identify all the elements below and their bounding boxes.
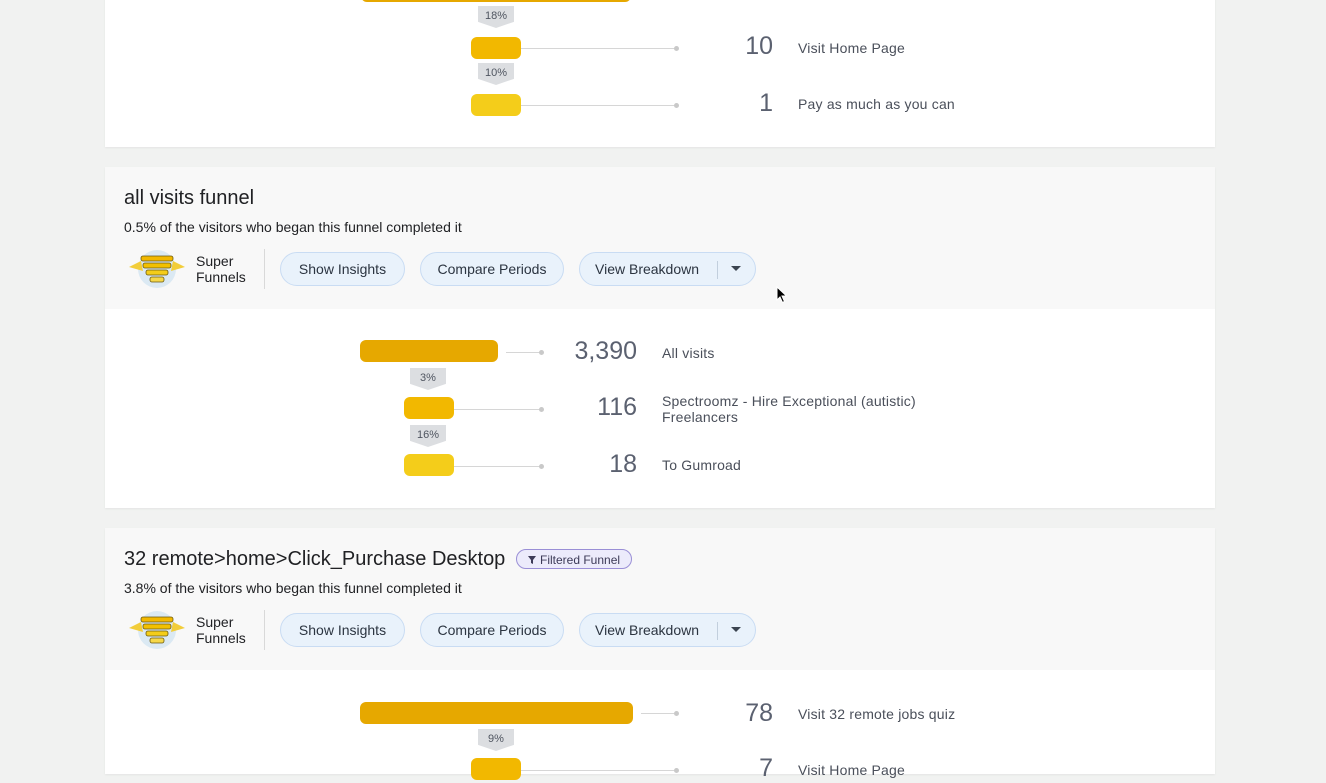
connector-dot <box>539 464 544 469</box>
brand-name: Super Funnels <box>196 253 246 285</box>
brand-line: Funnels <box>196 269 246 285</box>
connector-dot <box>674 768 679 773</box>
funnel-card: all visits funnel 0.5% of the visitors w… <box>105 167 1215 508</box>
funnel-bar <box>404 454 454 476</box>
view-breakdown-dropdown[interactable]: View Breakdown <box>579 252 756 286</box>
connector-line <box>521 770 677 771</box>
connector-dot <box>674 103 679 108</box>
view-breakdown-label[interactable]: View Breakdown <box>595 261 700 277</box>
mouse-cursor-icon <box>776 286 788 304</box>
funnel-completion-text: 0.5% of the visitors who began this funn… <box>124 219 462 235</box>
funnel-completion-text: 3.8% of the visitors who began this funn… <box>124 580 462 596</box>
dropdown-caret-icon[interactable] <box>731 266 741 271</box>
step-count: 116 <box>597 393 637 421</box>
step-label-line: Freelancers <box>662 409 739 425</box>
connector-line <box>641 713 676 714</box>
funnel-bar <box>471 37 521 59</box>
card-header: all visits funnel 0.5% of the visitors w… <box>105 167 1215 309</box>
funnel-title: 32 remote>home>Click_Purchase Desktop <box>124 548 506 570</box>
funnel-bar <box>360 702 633 724</box>
funnel-bar <box>471 758 521 780</box>
dropdown-separator <box>717 622 718 640</box>
funnel-bar <box>471 94 521 116</box>
step-count: 1 <box>759 89 773 117</box>
conversion-rate-badge: 10% <box>478 63 514 85</box>
step-label: Visit 32 remote jobs quiz <box>798 706 956 722</box>
view-breakdown-label[interactable]: View Breakdown <box>595 622 700 638</box>
filtered-funnel-label: Filtered Funnel <box>540 553 621 567</box>
step-count: 7 <box>759 754 773 782</box>
filter-icon <box>528 556 536 564</box>
toolbar-divider <box>264 249 265 289</box>
dropdown-separator <box>717 261 718 279</box>
funnel-logo-icon <box>129 250 185 288</box>
step-label-line: Spectroomz - Hire Exceptional (autistic) <box>662 393 916 409</box>
filtered-funnel-badge: Filtered Funnel <box>516 549 633 569</box>
connector-line <box>454 466 540 467</box>
view-breakdown-dropdown[interactable]: View Breakdown <box>579 613 756 647</box>
step-count: 18 <box>609 450 637 478</box>
connector-line <box>454 409 540 410</box>
conversion-rate-badge: 18% <box>478 6 514 28</box>
conversion-rate-badge: 3% <box>410 368 446 390</box>
funnel-bar <box>404 397 454 419</box>
step-label: All visits <box>662 345 715 361</box>
funnel-card-partial: 18% 10 Visit Home Page 10% 1 Pay as much… <box>105 0 1215 147</box>
step-count: 78 <box>745 699 773 727</box>
connector-line <box>521 105 677 106</box>
step-count: 3,390 <box>574 337 637 365</box>
compare-periods-button[interactable]: Compare Periods <box>420 613 564 647</box>
step-label: Pay as much as you can <box>798 96 955 112</box>
funnel-logo-icon <box>129 611 185 649</box>
funnel-bar <box>360 340 498 362</box>
step-label: Visit Home Page <box>798 40 906 56</box>
funnel-card: 32 remote>home>Click_Purchase Desktop Fi… <box>105 528 1215 782</box>
conversion-rate-badge: 16% <box>410 425 446 447</box>
step-label: To Gumroad <box>662 457 742 473</box>
step-label: Spectroomz - Hire Exceptional (autistic)… <box>662 393 916 425</box>
brand-line: Super <box>196 253 234 269</box>
funnel-bar-top-partial <box>361 0 631 2</box>
dropdown-caret-icon[interactable] <box>731 627 741 632</box>
brand-name: Super Funnels <box>196 614 246 646</box>
conversion-rate-badge: 9% <box>478 729 514 751</box>
funnel-title: all visits funnel <box>124 187 255 209</box>
connector-dot <box>674 711 679 716</box>
step-count: 10 <box>745 32 773 60</box>
toolbar-divider <box>264 610 265 650</box>
compare-periods-button[interactable]: Compare Periods <box>420 252 564 286</box>
connector-line <box>521 48 677 49</box>
show-insights-button[interactable]: Show Insights <box>280 613 405 647</box>
brand-line: Super <box>196 614 234 630</box>
connector-dot <box>539 407 544 412</box>
connector-line <box>506 352 540 353</box>
connector-dot <box>539 350 544 355</box>
connector-dot <box>674 46 679 51</box>
card-header: 32 remote>home>Click_Purchase Desktop Fi… <box>105 528 1215 670</box>
show-insights-button[interactable]: Show Insights <box>280 252 405 286</box>
brand-line: Funnels <box>196 630 246 646</box>
step-label: Visit Home Page <box>798 762 906 778</box>
